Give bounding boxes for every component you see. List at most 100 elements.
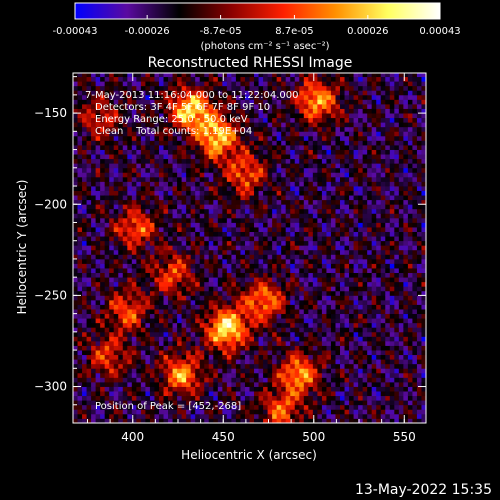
heatmap-cell: [303, 322, 309, 328]
heatmap-cell: [249, 167, 255, 173]
heatmap-cell: [272, 236, 278, 242]
heatmap-cell: [177, 377, 183, 383]
heatmap-cell: [140, 245, 146, 251]
heatmap-cell: [145, 377, 151, 383]
heatmap-cell: [276, 299, 282, 305]
heatmap-cell: [154, 126, 160, 132]
heatmap-cell: [186, 350, 192, 356]
heatmap-cell: [199, 126, 205, 132]
heatmap-cell: [86, 217, 92, 223]
heatmap-cell: [131, 186, 137, 191]
heatmap-cell: [195, 359, 201, 365]
heatmap-cell: [140, 391, 146, 397]
heatmap-cell: [240, 254, 246, 260]
heatmap-cell: [199, 149, 205, 155]
heatmap-cell: [244, 395, 250, 401]
heatmap-cell: [267, 318, 273, 324]
heatmap-cell: [281, 176, 287, 182]
heatmap-cell: [285, 227, 291, 232]
heatmap-cell: [330, 272, 336, 278]
heatmap-cell: [158, 368, 164, 374]
heatmap-cell: [195, 186, 201, 191]
heatmap-cell: [86, 204, 92, 210]
heatmap-cell: [317, 113, 323, 119]
heatmap-cell: [122, 290, 128, 296]
heatmap-cell: [263, 117, 269, 123]
heatmap-cell: [91, 263, 97, 269]
heatmap-cell: [100, 222, 106, 228]
heatmap-cell: [312, 263, 318, 269]
heatmap-cell: [326, 149, 332, 155]
heatmap-cell: [353, 327, 359, 333]
heatmap-cell: [235, 313, 241, 319]
heatmap-cell: [86, 227, 92, 232]
heatmap-cell: [326, 113, 332, 119]
heatmap-cell: [186, 76, 192, 82]
heatmap-cell: [362, 290, 368, 296]
chart-title: Reconstructed RHESSI Image: [148, 55, 353, 71]
heatmap-cell: [140, 404, 146, 410]
heatmap-cell: [77, 217, 83, 223]
heatmap-cell: [330, 158, 336, 164]
heatmap-cell: [244, 258, 250, 264]
heatmap-cell: [290, 236, 296, 242]
heatmap-cell: [86, 213, 92, 219]
heatmap-cell: [317, 381, 323, 387]
heatmap-cell: [195, 154, 201, 160]
heatmap-cell: [77, 81, 83, 87]
heatmap-cell: [244, 331, 250, 337]
heatmap-cell: [217, 418, 223, 423]
heatmap-cell: [91, 340, 97, 346]
heatmap-cell: [330, 249, 336, 255]
heatmap-cell: [303, 350, 309, 356]
heatmap-cell: [344, 413, 350, 419]
heatmap-cell: [195, 135, 201, 141]
heatmap-cell: [86, 94, 92, 100]
heatmap-cell: [312, 176, 318, 182]
heatmap-cell: [172, 222, 178, 228]
heatmap-cell: [222, 94, 228, 100]
heatmap-cell: [109, 281, 115, 287]
heatmap-cell: [267, 268, 273, 274]
heatmap-cell: [258, 90, 264, 96]
heatmap-cell: [267, 103, 273, 109]
heatmap-cell: [353, 158, 359, 164]
heatmap-cell: [172, 258, 178, 264]
heatmap-cell: [100, 372, 106, 378]
heatmap-cell: [321, 195, 327, 201]
heatmap-cell: [340, 186, 345, 191]
heatmap-cell: [172, 313, 178, 319]
heatmap-cell: [208, 286, 214, 292]
heatmap-cell: [267, 217, 273, 223]
heatmap-cell: [91, 181, 97, 187]
heatmap-cell: [317, 158, 323, 164]
heatmap-cell: [190, 313, 196, 319]
heatmap-cell: [281, 295, 287, 301]
heatmap-cell: [285, 413, 291, 419]
heatmap-cell: [231, 103, 237, 109]
heatmap-cell: [272, 103, 278, 109]
heatmap-cell: [86, 167, 92, 173]
heatmap-cell: [235, 354, 241, 360]
heatmap-cell: [122, 217, 128, 223]
heatmap-cell: [267, 76, 273, 82]
heatmap-cell: [82, 395, 87, 401]
heatmap-cell: [263, 295, 269, 301]
heatmap-cell: [195, 350, 201, 356]
heatmap-cell: [208, 103, 214, 109]
heatmap-cell: [285, 272, 291, 278]
heatmap-cell: [358, 231, 364, 237]
heatmap-cell: [168, 131, 173, 137]
heatmap-cell: [240, 145, 246, 150]
heatmap-cell: [122, 258, 128, 264]
heatmap-cell: [136, 76, 142, 82]
heatmap-cell: [77, 309, 83, 315]
heatmap-cell: [213, 318, 219, 324]
heatmap-cell: [272, 372, 278, 378]
heatmap-cell: [217, 227, 223, 232]
heatmap-cell: [168, 195, 173, 201]
heatmap-cell: [181, 145, 187, 150]
heatmap-cell: [186, 140, 192, 146]
heatmap-cell: [317, 227, 323, 232]
heatmap-cell: [272, 231, 278, 237]
